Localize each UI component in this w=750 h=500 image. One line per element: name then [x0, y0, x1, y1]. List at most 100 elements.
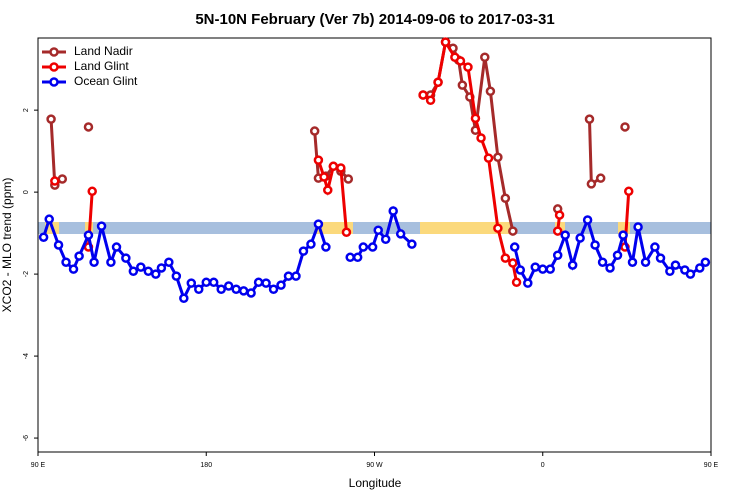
legend-marker [49, 77, 59, 87]
data-point [96, 221, 107, 231]
data-point [633, 222, 643, 232]
x-tick-label: 90 E [704, 462, 719, 469]
x-axis-label: Longitude [349, 476, 402, 490]
data-point [171, 271, 182, 281]
data-point [485, 86, 496, 97]
data-point [223, 281, 234, 291]
land-patch [420, 222, 510, 234]
y-tick-label: 0 [23, 190, 30, 194]
data-point [470, 113, 481, 124]
data-point [500, 253, 511, 263]
data-point [291, 271, 301, 281]
data-point [231, 284, 241, 295]
series-line [51, 42, 625, 231]
data-point [306, 239, 316, 249]
data-point [151, 269, 161, 279]
data-point [321, 242, 331, 252]
data-point [343, 174, 354, 184]
data-point [38, 232, 49, 242]
data-point [586, 179, 597, 189]
data-point [44, 214, 54, 224]
data-point [582, 215, 593, 225]
data-point [584, 114, 595, 124]
data-point [143, 266, 154, 276]
data-point [74, 251, 84, 261]
data-point [253, 277, 264, 288]
data-point [309, 126, 320, 136]
data-point [194, 284, 204, 295]
data-point [480, 52, 490, 63]
data-point [319, 172, 329, 182]
data-point [246, 288, 256, 298]
data-point [605, 263, 615, 273]
data-point [508, 258, 518, 268]
data-point [595, 173, 606, 183]
data-point [283, 271, 294, 281]
x-tick-label: 0 [541, 462, 545, 469]
data-point [700, 257, 711, 267]
data-point [106, 257, 116, 267]
data-point [493, 223, 503, 233]
data-point [418, 90, 428, 100]
data-point [46, 114, 56, 124]
legend-marker [49, 62, 59, 72]
x-tick-label: 90 W [366, 462, 383, 469]
data-point [358, 242, 369, 252]
data-point [483, 153, 494, 163]
data-point [68, 264, 79, 274]
data-point [367, 242, 378, 252]
chart-title: 5N-10N February (Ver 7b) 2014-09-06 to 2… [195, 11, 554, 28]
data-point [50, 176, 60, 186]
data-point [83, 230, 94, 240]
data-point [121, 253, 131, 263]
data-point [336, 163, 346, 173]
data-point [341, 227, 352, 238]
data-point [552, 250, 563, 260]
data-point [665, 266, 675, 276]
data-point [261, 278, 271, 288]
data-point [575, 233, 585, 243]
data-point [511, 277, 522, 288]
data-point [476, 133, 486, 143]
data-point [695, 263, 705, 273]
legend-marker [49, 47, 59, 57]
y-tick-label: -4 [23, 353, 30, 359]
data-point [523, 278, 533, 288]
data-point [627, 257, 638, 267]
data-point [201, 277, 211, 288]
data-point [313, 155, 324, 165]
data-point [89, 257, 99, 267]
data-point [597, 257, 608, 267]
data-point [313, 219, 324, 229]
data-point [61, 257, 71, 267]
data-point [612, 250, 623, 260]
legend-label: Land Nadir [74, 44, 133, 58]
data-point [455, 56, 466, 66]
data-point [352, 252, 363, 263]
data-point [298, 246, 309, 256]
series-line [86, 38, 631, 283]
data-point [186, 278, 197, 288]
data-point [623, 186, 634, 197]
data-point [208, 277, 219, 288]
data-point [345, 252, 355, 263]
data-point [457, 80, 468, 90]
data-point [500, 193, 511, 204]
legend-label: Land Glint [74, 59, 129, 73]
data-point [508, 226, 518, 236]
data-point [552, 226, 563, 236]
legend-label: Ocean Glint [74, 74, 138, 88]
data-point [136, 262, 146, 272]
data-point [545, 264, 555, 274]
data-point [590, 240, 600, 250]
data-point [493, 152, 503, 163]
data-point [640, 257, 651, 267]
data-point [620, 122, 630, 132]
y-tick-label: 2 [23, 108, 30, 112]
data-point [515, 265, 526, 275]
data-point [388, 206, 398, 216]
data-point [323, 185, 333, 195]
data-point [87, 186, 97, 197]
data-point [567, 260, 578, 270]
